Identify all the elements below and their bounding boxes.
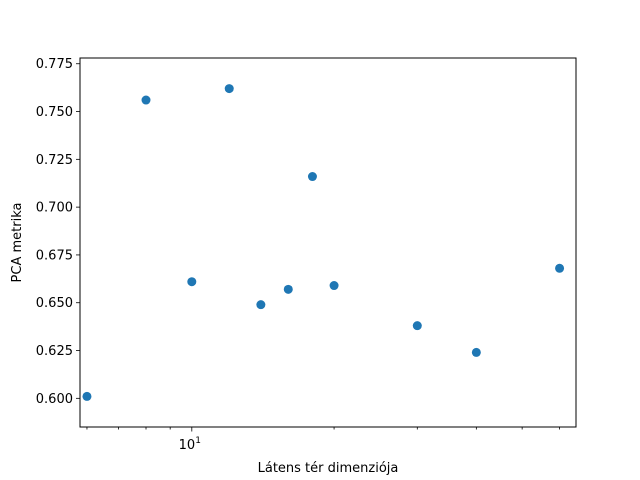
data-point — [256, 300, 266, 310]
y-tick-label: 0.775 — [36, 57, 73, 72]
data-point — [283, 284, 293, 294]
y-tick-label: 0.625 — [36, 344, 73, 359]
y-tick-label: 0.650 — [36, 296, 73, 311]
data-points — [82, 84, 565, 401]
data-point — [307, 172, 317, 182]
data-point — [555, 263, 565, 273]
data-point — [82, 391, 92, 401]
data-point — [187, 277, 197, 287]
y-tick-label: 0.750 — [36, 105, 73, 120]
y-tick-label: 0.600 — [36, 392, 73, 407]
data-point — [141, 95, 151, 105]
data-point — [329, 281, 339, 291]
y-tick-label: 0.725 — [36, 153, 73, 168]
data-point — [412, 321, 422, 331]
data-point — [224, 84, 234, 94]
data-point — [471, 347, 481, 357]
x-tick-label: 101 — [179, 436, 201, 453]
x-axis-label: Látens tér dimenziója — [258, 461, 399, 476]
y-tick-label: 0.700 — [36, 201, 73, 216]
plot-frame — [79, 57, 577, 428]
y-axis-label: PCA metrika — [10, 203, 25, 283]
axis-ticks: 0.600 0.625 0.650 0.675 0.700 0.725 0.750 0.775… — [36, 57, 560, 453]
y-tick-label: 0.675 — [36, 248, 73, 263]
